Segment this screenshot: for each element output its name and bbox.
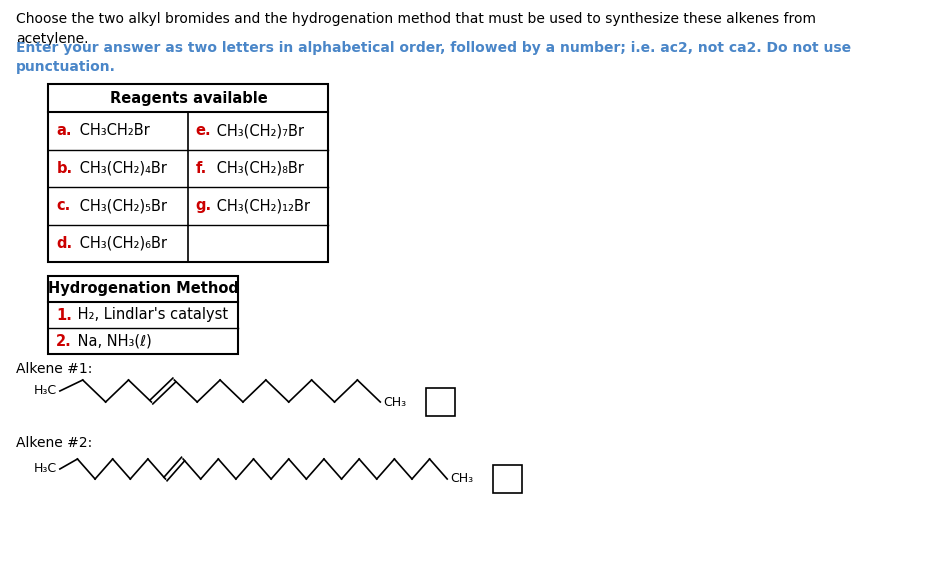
Text: CH₃(CH₂)₇Br: CH₃(CH₂)₇Br xyxy=(213,123,304,138)
Text: H₃C: H₃C xyxy=(34,384,57,398)
Text: e.: e. xyxy=(195,123,211,138)
Text: CH₃(CH₂)₈Br: CH₃(CH₂)₈Br xyxy=(213,161,304,176)
Bar xyxy=(426,388,456,416)
Text: Na, NH₃(ℓ): Na, NH₃(ℓ) xyxy=(73,333,152,349)
Text: CH₃: CH₃ xyxy=(383,395,406,408)
Text: f.: f. xyxy=(195,161,207,176)
Bar xyxy=(48,84,328,262)
Text: Alkene #2:: Alkene #2: xyxy=(16,436,92,450)
Text: c.: c. xyxy=(56,198,70,213)
Bar xyxy=(48,276,237,354)
Text: CH₃(CH₂)₁₂Br: CH₃(CH₂)₁₂Br xyxy=(213,198,310,213)
Text: g.: g. xyxy=(195,198,212,213)
Text: CH₃(CH₂)₆Br: CH₃(CH₂)₆Br xyxy=(75,236,167,251)
Text: Reagents available: Reagents available xyxy=(109,91,268,106)
Text: Enter your answer as two letters in alphabetical order, followed by a number; i.: Enter your answer as two letters in alph… xyxy=(16,41,851,75)
Text: a.: a. xyxy=(56,123,72,138)
Text: d.: d. xyxy=(56,236,72,251)
Text: Choose the two alkyl bromides and the hydrogenation method that must be used to : Choose the two alkyl bromides and the hy… xyxy=(16,12,816,46)
Text: H₂, Lindlar's catalyst: H₂, Lindlar's catalyst xyxy=(73,308,228,322)
Text: 2.: 2. xyxy=(56,333,72,349)
Text: H₃C: H₃C xyxy=(34,463,57,475)
Text: b.: b. xyxy=(56,161,72,176)
Text: CH₃: CH₃ xyxy=(450,472,473,485)
Text: Hydrogenation Method: Hydrogenation Method xyxy=(47,281,238,297)
Text: Alkene #1:: Alkene #1: xyxy=(16,362,92,376)
Text: CH₃CH₂Br: CH₃CH₂Br xyxy=(75,123,150,138)
Text: CH₃(CH₂)₄Br: CH₃(CH₂)₄Br xyxy=(75,161,167,176)
Bar xyxy=(493,465,522,493)
Text: CH₃(CH₂)₅Br: CH₃(CH₂)₅Br xyxy=(75,198,167,213)
Text: 1.: 1. xyxy=(56,308,72,322)
